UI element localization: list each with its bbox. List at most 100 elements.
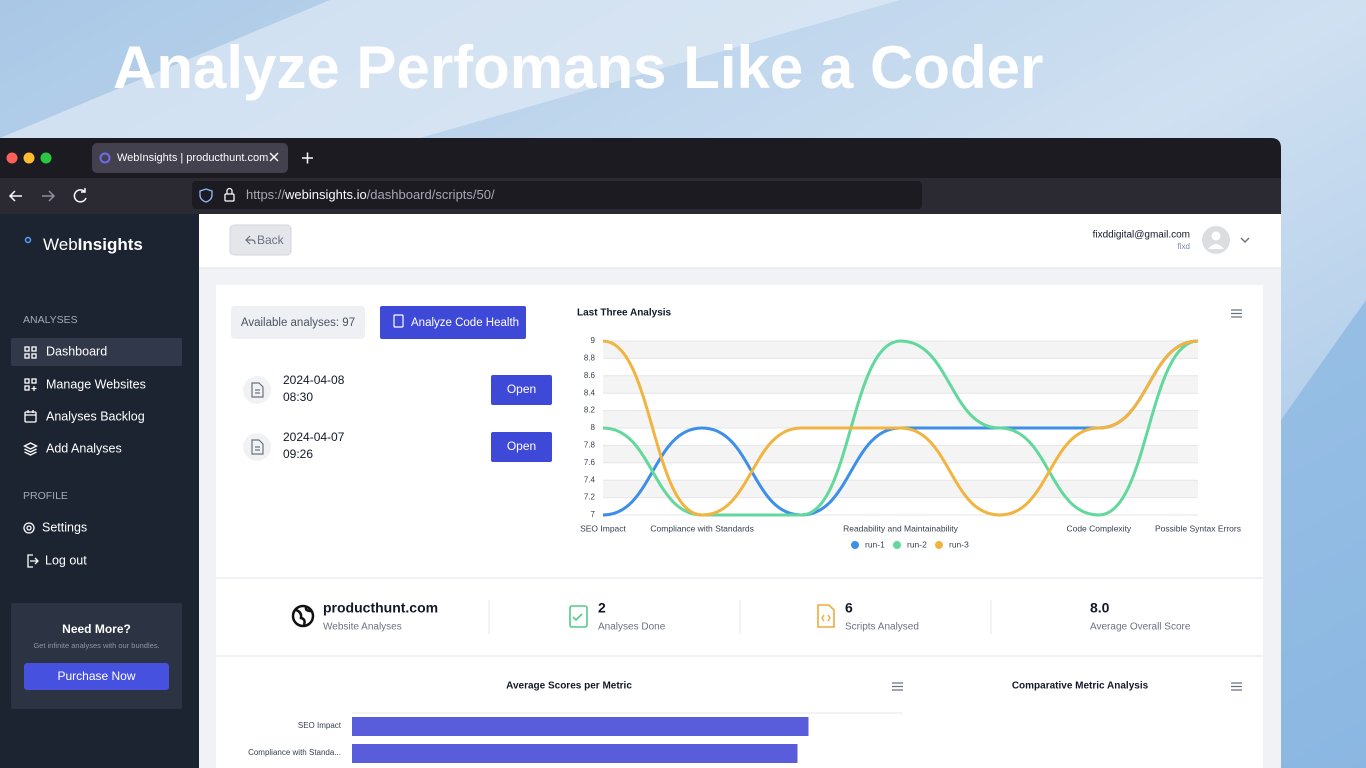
y-tick-label: SEO Impact	[298, 721, 342, 730]
brand-logo	[24, 236, 32, 244]
grid-band	[603, 375, 1198, 394]
grid-band	[603, 410, 1198, 428]
tab-close[interactable]	[269, 152, 279, 162]
nav-forward[interactable]	[42, 190, 56, 202]
user-email: fixddigital@gmail.com	[1093, 230, 1190, 241]
clipboard-icon	[569, 605, 588, 628]
nav-active	[11, 338, 182, 366]
x-tick-label: Compliance with Standards	[650, 523, 753, 533]
globe-detail	[295, 606, 312, 626]
code-icon	[821, 614, 831, 622]
window-minimize[interactable]	[23, 152, 35, 164]
stat-value: 2	[598, 600, 606, 616]
stat-label: Website Analyses	[323, 622, 402, 633]
window-close[interactable]	[6, 152, 18, 164]
chart-menu[interactable]	[1231, 682, 1242, 691]
grid-band	[603, 341, 1198, 359]
topbar	[199, 214, 1281, 268]
analysis-time: 08:30	[283, 390, 313, 404]
nav-item[interactable]: Manage Websites	[46, 377, 146, 391]
legend-marker	[893, 541, 901, 549]
url-bar[interactable]	[192, 181, 922, 209]
promo-text: Get infinite analyses with our bundles.	[33, 641, 159, 650]
open-button[interactable]	[491, 432, 552, 462]
analysis-time: 09:26	[283, 447, 313, 461]
nav-back[interactable]	[8, 190, 22, 202]
stat-value: 8.0	[1090, 600, 1110, 616]
url-scheme: https://	[246, 187, 285, 202]
y-tick-label: 8.2	[584, 406, 596, 415]
line-series	[602, 339, 1199, 517]
brand: WebInsights	[43, 235, 143, 254]
tab[interactable]	[92, 143, 288, 173]
back-icon	[245, 235, 256, 245]
promo-title: Need More?	[62, 622, 131, 636]
user-name: fixd	[1178, 242, 1190, 251]
tab-favicon	[99, 152, 111, 164]
stat-value: producthunt.com	[323, 600, 438, 616]
x-tick-label: SEO Impact	[580, 523, 626, 533]
stat-label: Scripts Analysed	[845, 622, 919, 633]
y-tick-label: 7.4	[584, 475, 596, 484]
new-tab[interactable]	[302, 152, 313, 164]
grid-band	[603, 480, 1198, 498]
analysis-date: 2024-04-07	[283, 430, 345, 444]
lock-icon	[224, 193, 235, 202]
nav-item[interactable]: Log out	[45, 553, 87, 567]
stat-value: 6	[845, 600, 853, 616]
nav-icons	[23, 346, 39, 568]
analyze-icon	[393, 314, 404, 328]
line-chart: 7 7.2 7.4 7.6 7.8 8 8.2 8.4 8.6 8.8 9 SEO Impact Com…	[580, 336, 1241, 549]
y-tick-label: Compliance with Standa...	[248, 748, 341, 757]
brand-end: Insights	[78, 235, 143, 254]
bg-shape	[0, 0, 900, 138]
y-tick-label: 8.8	[584, 354, 596, 363]
bar	[352, 717, 809, 736]
shield-icon	[199, 188, 213, 203]
analysis-date: 2024-04-08	[283, 373, 345, 387]
y-tick-label: 9	[591, 336, 596, 345]
purchase-button[interactable]	[24, 663, 169, 690]
nav-item[interactable]: Add Analyses	[46, 441, 122, 455]
y-tick-label: 7.6	[584, 458, 596, 467]
open-button[interactable]	[491, 375, 552, 405]
avatar-head	[1211, 231, 1221, 241]
section-heading: PROFILE	[23, 490, 68, 502]
y-tick-label: 7.8	[584, 441, 596, 450]
analyze-button-label: Analyze Code Health	[411, 317, 519, 329]
bar	[352, 744, 798, 763]
analyze-button[interactable]	[380, 306, 526, 339]
available-box	[231, 306, 365, 339]
window-zoom[interactable]	[40, 152, 52, 164]
url-host: webinsights.io	[284, 187, 367, 202]
x-tick-label: Readability and Maintainability	[843, 523, 959, 533]
avatar-body	[1208, 244, 1224, 249]
check-icon	[572, 613, 583, 622]
back-button[interactable]	[229, 224, 292, 256]
headline: Analyze Perfomans Like a Coder	[113, 34, 1043, 101]
nav-item[interactable]: Dashboard	[46, 344, 107, 358]
chart-menu[interactable]	[892, 682, 903, 691]
nav-item[interactable]: Analyses Backlog	[46, 409, 145, 423]
y-tick-label: 8.6	[584, 371, 596, 380]
stat-label: Average Overall Score	[1090, 622, 1191, 633]
bg-shape	[1281, 300, 1366, 768]
chart-menu[interactable]	[1231, 309, 1242, 318]
legend-label: run-2	[907, 539, 927, 549]
legend-marker	[935, 541, 943, 549]
grid-band	[603, 445, 1198, 463]
open-button-label: Open	[507, 382, 536, 396]
bar-chart: SEO Impact Compliance with Standa...	[248, 717, 809, 763]
nav-reload[interactable]	[73, 188, 87, 203]
chart-title: Comparative Metric Analysis	[1012, 681, 1149, 692]
user-menu[interactable]	[1240, 237, 1250, 243]
legend-label: run-1	[865, 539, 885, 549]
stat-label: Analyses Done	[598, 622, 666, 633]
chart-title: Average Scores per Metric	[506, 681, 632, 692]
lock-shackle	[226, 187, 233, 194]
y-tick-label: 8.4	[584, 388, 596, 397]
promo-card	[11, 603, 182, 709]
chart-title: Last Three Analysis	[577, 308, 672, 319]
nav-item[interactable]: Settings	[42, 520, 87, 534]
